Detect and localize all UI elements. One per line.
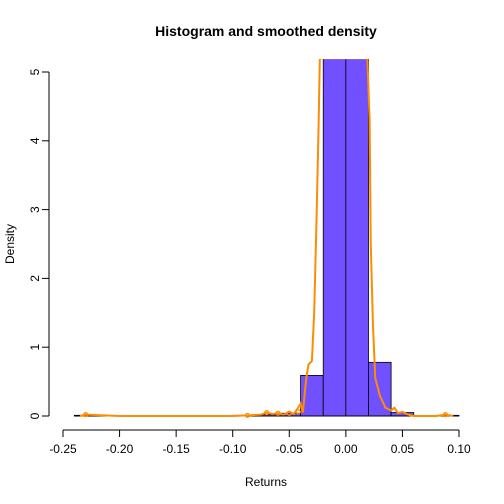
x-axis-label: Returns xyxy=(245,475,287,489)
y-tick-label: 2 xyxy=(28,275,42,282)
x-tick-label: -0.20 xyxy=(106,442,134,456)
y-axis-label: Density xyxy=(3,224,17,264)
y-tick-label: 3 xyxy=(28,206,42,213)
x-tick-label: -0.10 xyxy=(219,442,247,456)
y-tick-label: 4 xyxy=(28,137,42,144)
x-axis: -0.25 -0.20 -0.15 -0.10 -0.05 0.00 0.05 0.10 xyxy=(49,430,471,456)
x-tick-label: 0.05 xyxy=(391,442,415,456)
chart-title: Histogram and smoothed density xyxy=(155,23,377,39)
x-tick-label: -0.05 xyxy=(276,442,304,456)
x-tick-label: -0.15 xyxy=(162,442,190,456)
histogram-bar xyxy=(346,58,369,416)
bars-layer xyxy=(74,58,459,416)
histogram-bar xyxy=(323,58,346,416)
y-tick-label: 5 xyxy=(28,68,42,75)
x-tick-label: 0.00 xyxy=(334,442,358,456)
y-tick-label: 1 xyxy=(28,344,42,351)
density-curve xyxy=(80,58,453,416)
x-tick-label: 0.10 xyxy=(447,442,471,456)
y-axis: 0 1 2 3 4 5 xyxy=(28,68,49,419)
y-tick-label: 0 xyxy=(28,412,42,419)
x-tick-label: -0.25 xyxy=(49,442,77,456)
density-curve-layer xyxy=(80,58,453,417)
